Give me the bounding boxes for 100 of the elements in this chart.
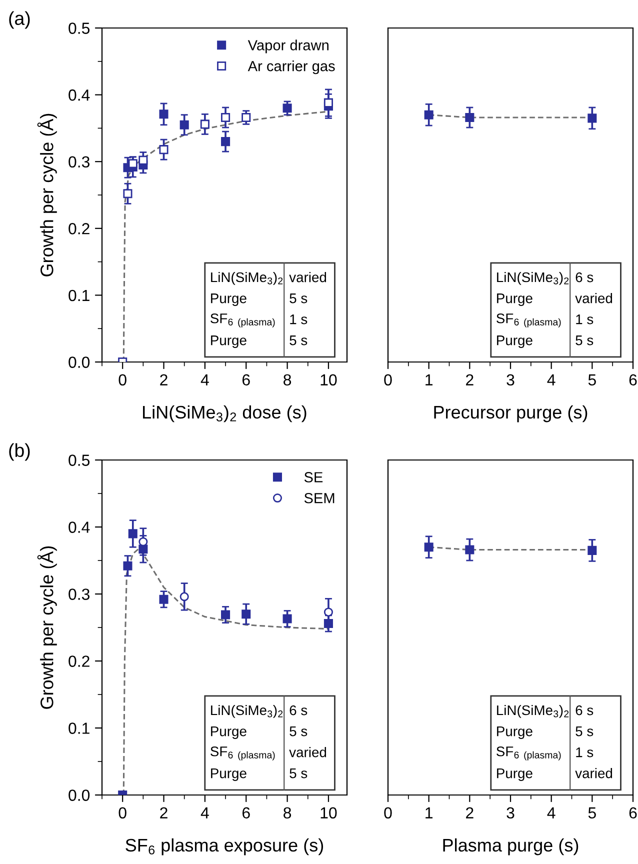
annotation: Purge	[211, 294, 246, 306]
x-tick-label: 0	[118, 807, 126, 819]
point	[282, 104, 292, 113]
point	[180, 120, 189, 130]
point	[324, 618, 333, 628]
y-tick-label: 0.1	[68, 290, 90, 302]
annotation: Purge	[497, 336, 532, 348]
x-tick-label: 8	[284, 807, 292, 819]
annotation: varied	[575, 768, 612, 778]
point	[324, 608, 333, 617]
annotation: LiN(SiMe$_{3}$)$_{2}$	[211, 272, 283, 285]
y-tick-label: 0.3	[68, 588, 90, 600]
annotation: 6 s	[576, 705, 594, 716]
y-axis-title: Growth per cycle (Å)	[37, 114, 57, 276]
x-tick-label: 6	[242, 374, 250, 386]
point	[123, 561, 132, 570]
annotation: Purge	[211, 726, 246, 739]
y-axis-title: Growth per cycle (Å)	[37, 546, 57, 709]
annotation: Purge	[497, 726, 532, 739]
point	[123, 189, 132, 198]
annotation: 5 s	[576, 726, 594, 736]
x-tick-label: 6	[242, 807, 250, 819]
annotation: varied	[289, 272, 326, 282]
annotation: 1 s	[290, 314, 308, 324]
point	[221, 112, 230, 122]
x-tick-label: 3	[506, 807, 514, 819]
legend-label: Ar carrier gas	[248, 60, 335, 74]
x-tick-label: 0	[118, 374, 126, 386]
annotation: 5 s	[290, 294, 308, 304]
annotation: Purge	[497, 768, 532, 781]
x-tick-label: 1	[426, 807, 432, 818]
annotation: SF$_{6 (plasma)}$	[496, 746, 561, 760]
text: (b)	[9, 443, 30, 461]
x-tick-label: 8	[284, 374, 292, 386]
x-tick-label: 6	[629, 374, 637, 386]
annotation: 5 s	[290, 336, 308, 346]
annotation: SF$_{6 (plasma)}$	[210, 746, 275, 760]
annotation: varied	[289, 747, 326, 758]
x-axis-title: SF$_{6}$ plasma exposure (s)	[126, 838, 324, 856]
x-tick-label: 5	[588, 807, 596, 819]
point	[138, 156, 148, 165]
y-tick-label: 0.5	[68, 454, 90, 466]
x-tick-label: 10	[320, 807, 337, 819]
y-tick-label: 0.4	[68, 89, 90, 101]
point	[282, 614, 292, 624]
x-tick-label: 2	[160, 807, 168, 818]
legend-label: SEM	[304, 492, 334, 504]
y-tick-label: 0.4	[68, 522, 90, 533]
x-tick-label: 4	[200, 374, 209, 386]
x-tick-label: 2	[466, 807, 474, 818]
x-tick-label: 6	[629, 807, 637, 819]
legend-label: SE	[304, 472, 323, 482]
y-tick-label: 0.2	[68, 656, 90, 667]
point	[324, 98, 333, 108]
x-tick-label: 0	[384, 807, 392, 819]
annotation: SF$_{6 (plasma)}$	[210, 313, 275, 328]
x-tick-label: 4	[200, 807, 209, 818]
x-tick-label: 0	[384, 374, 392, 386]
x-axis-title: Plasma purge (s)	[443, 838, 578, 856]
y-tick-label: 0.0	[68, 790, 90, 801]
x-tick-label: 10	[320, 374, 337, 386]
y-tick-label: 0.1	[68, 722, 90, 734]
y-tick-label: 0.2	[68, 223, 90, 234]
point	[128, 529, 138, 538]
y-tick-label: 0.5	[68, 22, 90, 34]
x-tick-label: 4	[547, 807, 556, 818]
annotation: 6 s	[290, 705, 308, 716]
x-tick-label: 5	[588, 374, 596, 386]
annotation: Purge	[497, 294, 532, 306]
annotation: LiN(SiMe$_{3}$)$_{2}$	[211, 704, 283, 718]
annotation: SF$_{6 (plasma)}$	[496, 313, 561, 328]
x-tick-label: 1	[426, 374, 432, 386]
point	[159, 594, 168, 604]
point	[138, 544, 148, 554]
annotation: 5 s	[290, 726, 308, 736]
annotation: Purge	[211, 768, 246, 781]
x-tick-label: 4	[547, 374, 556, 386]
x-axis-title: Precursor purge (s)	[434, 405, 588, 422]
annotation: 5 s	[290, 768, 308, 778]
x-tick-label: 2	[466, 374, 474, 386]
point	[221, 610, 230, 620]
y-tick-label: 0.3	[68, 156, 90, 168]
annotation: varied	[575, 293, 612, 304]
x-axis-title: LiN(SiMe$_{3}$)$_{2}$ dose (s)	[143, 405, 306, 422]
y-tick-label: 0.0	[68, 356, 90, 368]
point	[159, 145, 168, 154]
point	[180, 592, 189, 602]
point	[221, 137, 230, 146]
point	[128, 159, 138, 168]
point	[242, 112, 251, 122]
annotation: Purge	[211, 336, 246, 348]
annotation: LiN(SiMe$_{3}$)$_{2}$	[497, 704, 569, 718]
x-tick-label: 2	[160, 374, 168, 386]
text: (a)	[9, 11, 30, 29]
point	[200, 120, 210, 129]
annotation: LiN(SiMe$_{3}$)$_{2}$	[497, 272, 569, 285]
annotation: 5 s	[576, 336, 594, 346]
legend-label: Vapor drawn	[248, 40, 328, 54]
point	[159, 110, 168, 119]
annotation: 6 s	[576, 272, 594, 282]
